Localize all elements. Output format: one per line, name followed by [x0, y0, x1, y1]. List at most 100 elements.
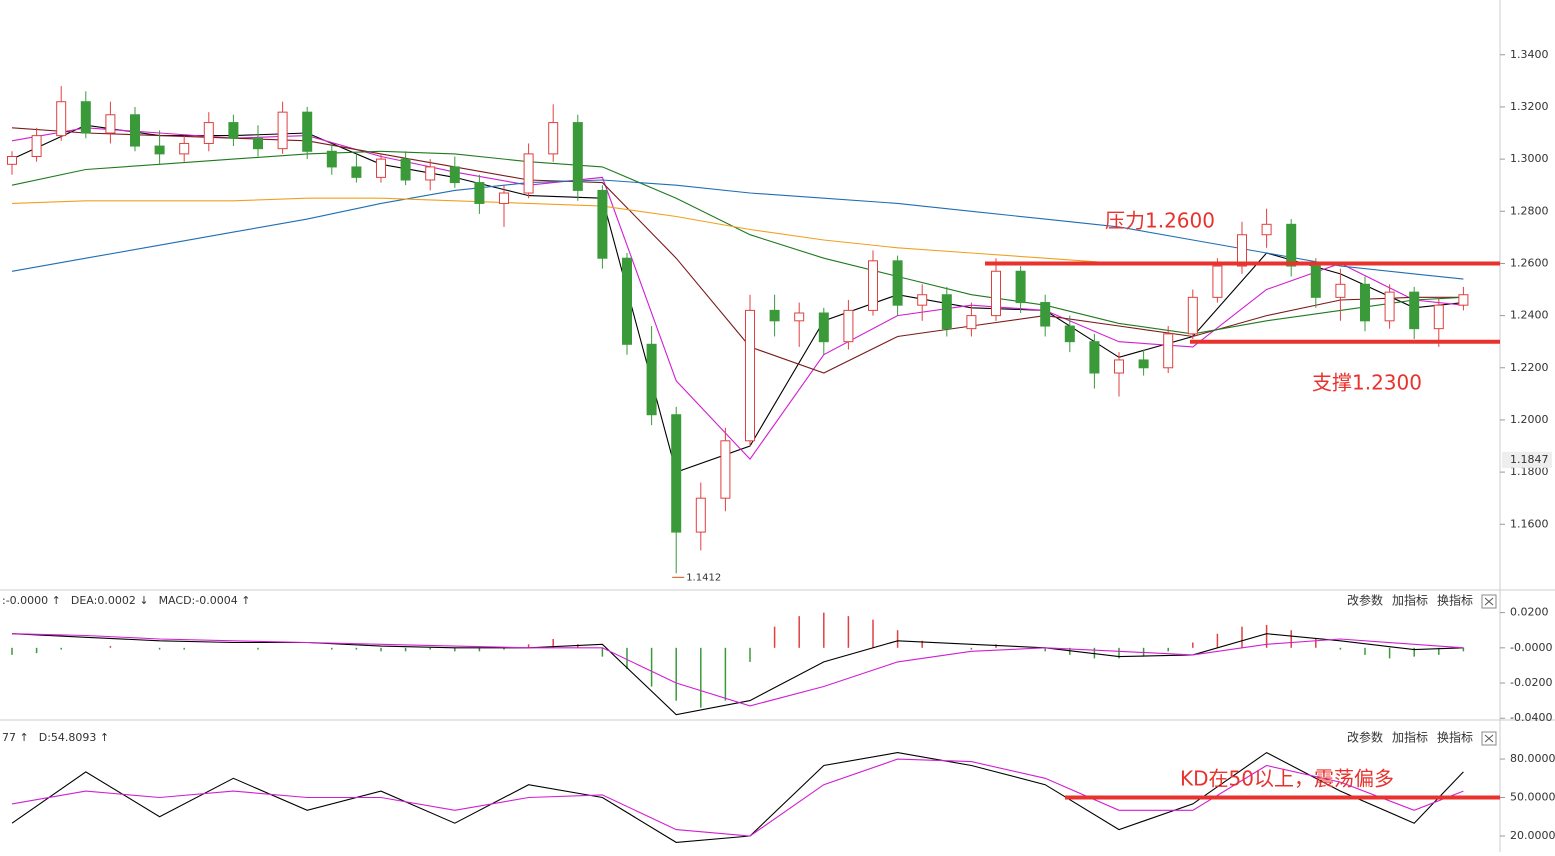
candle-body	[1040, 302, 1051, 327]
candle-body	[1064, 325, 1075, 343]
candle-body	[1433, 304, 1444, 330]
candle-body	[917, 294, 928, 306]
candle-body	[818, 312, 829, 343]
annotation: KD在50以上，震荡偏多	[1180, 767, 1394, 791]
candle-body	[80, 101, 91, 134]
y-tick-label: 1.2400	[1510, 309, 1549, 322]
toolbar-button[interactable]: 换指标	[1437, 593, 1473, 608]
candle-body	[1458, 294, 1469, 306]
y-tick-label: 1.2600	[1510, 256, 1549, 269]
candle-body	[203, 122, 214, 144]
candle-body	[1212, 265, 1223, 298]
candle-body	[179, 142, 190, 155]
candle-body	[1335, 283, 1346, 298]
candle-body	[991, 270, 1001, 317]
candle-body	[1310, 265, 1321, 298]
y-tick-label: 80.0000	[1510, 752, 1555, 765]
indicator-line	[11, 758, 1464, 837]
toolbar-button[interactable]: 加指标	[1392, 730, 1428, 745]
candle-body	[1409, 291, 1420, 330]
candle-body	[523, 153, 534, 194]
candle-body	[31, 135, 42, 157]
y-tick-label: 1.1800	[1510, 465, 1549, 478]
candle-body	[1114, 359, 1124, 374]
candle-body	[843, 309, 854, 343]
y-tick-label: 1.3200	[1510, 100, 1549, 113]
candle-body	[1384, 291, 1395, 322]
y-tick-label: 50.0000	[1510, 791, 1555, 804]
y-tick-label: -0.0200	[1510, 676, 1552, 689]
y-tick-label: -0.0000	[1510, 641, 1552, 654]
indicator-line	[11, 197, 1120, 264]
candle-body	[1015, 270, 1026, 304]
candle-body	[130, 114, 140, 147]
candle-body	[892, 260, 903, 306]
indicator-header: :-0.0000 ↑	[2, 594, 61, 607]
candle-body	[1286, 223, 1297, 267]
toolbar-button[interactable]: 加指标	[1392, 593, 1428, 608]
candle-body	[253, 137, 263, 150]
y-tick-label: -0.0400	[1510, 711, 1552, 724]
candle-body	[7, 155, 17, 165]
candle-body	[769, 309, 780, 322]
candle-body	[1138, 359, 1149, 369]
indicator-header: DEA:0.0002 ↓	[71, 594, 149, 607]
indicator-line	[11, 633, 1464, 707]
candle-body	[1261, 223, 1272, 236]
y-tick-label: 1.2800	[1510, 204, 1549, 217]
close-icon	[1484, 734, 1494, 743]
candle-body	[351, 166, 362, 178]
candle-body	[499, 192, 509, 204]
candle-body	[1163, 333, 1174, 369]
candle-body	[941, 294, 952, 330]
y-tick-label: 1.3400	[1510, 48, 1549, 61]
candle-body	[1187, 296, 1198, 335]
candle-body	[597, 189, 608, 259]
candle-body	[671, 414, 682, 533]
indicator-header: D:54.8093 ↑	[39, 731, 109, 744]
candle-body	[400, 158, 411, 181]
toolbar-button[interactable]: 换指标	[1437, 730, 1473, 745]
low-label: 1.1412	[686, 572, 721, 583]
candle-body	[1237, 234, 1247, 267]
annotation: 支撑1.2300	[1312, 371, 1422, 395]
candle-body	[425, 166, 436, 181]
candle-body	[794, 312, 805, 322]
candle-body	[56, 101, 67, 137]
candle-body	[548, 122, 559, 155]
indicator-line	[11, 150, 1464, 335]
toolbar-button[interactable]: 改参数	[1347, 730, 1383, 745]
y-tick-label: 0.0200	[1510, 606, 1549, 619]
candle-body	[376, 158, 386, 178]
y-tick-label: 1.1600	[1510, 517, 1549, 530]
close-icon	[1484, 597, 1494, 606]
last-price-label: 1.1847	[1510, 453, 1549, 466]
candle-body	[228, 122, 239, 139]
candle-body	[154, 145, 165, 155]
indicator-header: 77 ↑	[2, 731, 29, 744]
y-tick-label: 1.3000	[1510, 152, 1549, 165]
y-tick-label: 20.0000	[1510, 829, 1555, 842]
candle-body	[326, 150, 337, 168]
candle-body	[572, 122, 583, 191]
toolbar-button[interactable]: 改参数	[1347, 593, 1383, 608]
candle-body	[449, 166, 460, 184]
candle-body	[1089, 341, 1100, 374]
candle-body	[474, 182, 485, 204]
candle-body	[695, 497, 706, 533]
candle-body	[745, 309, 755, 442]
indicator-header: MACD:-0.0004 ↑	[159, 594, 251, 607]
annotation: 压力1.2600	[1105, 209, 1215, 233]
candle-body	[720, 440, 731, 499]
candle-body	[622, 257, 632, 345]
indicator-line	[11, 633, 1464, 716]
candle-body	[646, 343, 657, 416]
candle-body	[105, 114, 116, 134]
candle-body	[277, 111, 288, 150]
y-tick-label: 1.2200	[1510, 361, 1549, 374]
candle-body	[302, 111, 313, 152]
y-tick-label: 1.2000	[1510, 413, 1549, 426]
candle-body	[868, 260, 878, 311]
candle-body	[966, 315, 977, 330]
